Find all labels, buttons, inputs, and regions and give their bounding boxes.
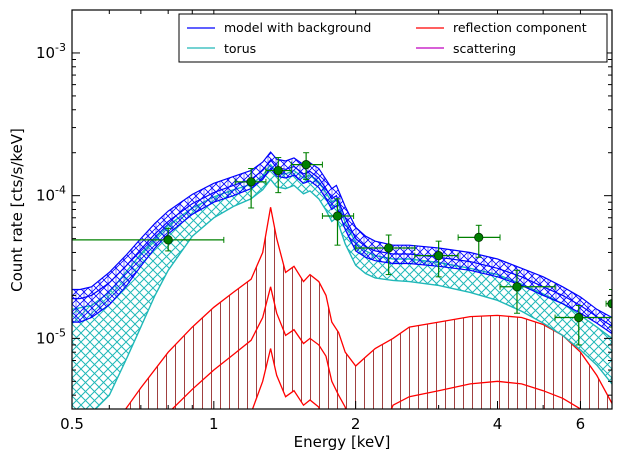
data-point — [265, 157, 292, 194]
reflection-line-upper — [125, 207, 612, 409]
data-point-marker — [474, 232, 484, 243]
data-point-marker — [384, 243, 394, 253]
data-point — [499, 269, 556, 314]
legend-label-model: model with background — [224, 20, 371, 35]
axis-ticks: 0.5 1 2 4 6 10-5 10-4 10-3 — [36, 9, 613, 433]
legend-label-scattering: scattering — [453, 41, 516, 56]
model-band — [72, 152, 612, 334]
data-point — [457, 224, 501, 258]
model-line-middle — [72, 158, 612, 327]
reflection-line-middle — [171, 286, 582, 409]
y-axis-label: Count rate [cts/s/keV] — [8, 128, 26, 292]
x-tick-label: 4 — [493, 415, 503, 433]
y-tick-label: 10-5 — [36, 326, 66, 347]
data-point-marker — [163, 235, 173, 245]
data-point-marker — [332, 211, 343, 221]
data-point-marker — [273, 165, 283, 176]
x-tick-label: 1 — [209, 415, 219, 433]
data-point-marker — [246, 177, 256, 187]
data-point — [554, 304, 612, 346]
x-axis-label: Energy [keV] — [294, 433, 391, 451]
legend: model with background reflection compone… — [178, 13, 608, 63]
data-point-marker — [574, 312, 584, 323]
data-point-marker — [512, 282, 522, 292]
legend-box — [178, 13, 608, 63]
data-point-marker — [434, 251, 444, 261]
data-point-marker — [301, 160, 311, 170]
plot-area — [72, 151, 612, 409]
model-line-lower — [72, 167, 612, 335]
legend-label-torus: torus — [224, 41, 256, 56]
data-point — [355, 234, 416, 276]
x-tick-label: 0.5 — [60, 415, 84, 433]
data-point — [321, 198, 355, 246]
data-point — [234, 168, 267, 209]
data-point — [290, 152, 323, 180]
reflection-band — [125, 207, 612, 409]
x-tick-label: 6 — [576, 415, 586, 433]
data-point — [414, 240, 459, 278]
legend-label-reflection: reflection component — [453, 20, 587, 35]
y-tick-label: 10-3 — [36, 41, 66, 62]
x-tick-label: 2 — [351, 415, 361, 433]
data-point — [72, 227, 225, 252]
torus-line-lower — [94, 178, 612, 409]
y-tick-label: 10-4 — [36, 184, 66, 205]
model-line-upper — [72, 151, 612, 319]
